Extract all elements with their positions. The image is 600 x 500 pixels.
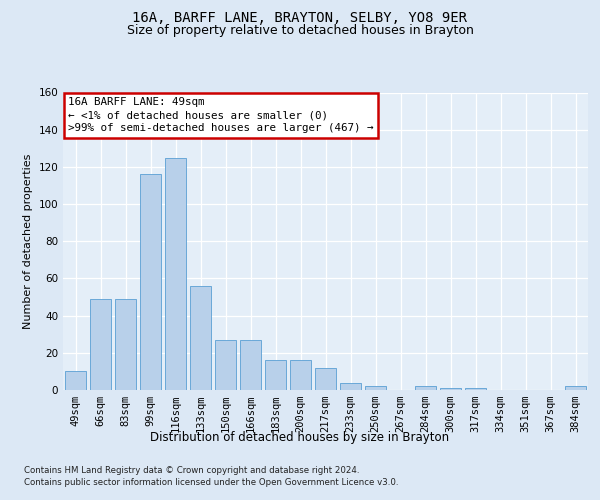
- Bar: [265, 360, 286, 390]
- Bar: [140, 174, 161, 390]
- Y-axis label: Number of detached properties: Number of detached properties: [23, 154, 33, 329]
- Bar: [190, 286, 211, 390]
- Bar: [240, 340, 261, 390]
- Bar: [365, 386, 386, 390]
- Bar: [340, 382, 361, 390]
- Text: Size of property relative to detached houses in Brayton: Size of property relative to detached ho…: [127, 24, 473, 37]
- Bar: [440, 388, 461, 390]
- Bar: [90, 299, 111, 390]
- Text: Contains public sector information licensed under the Open Government Licence v3: Contains public sector information licen…: [24, 478, 398, 487]
- Bar: [165, 158, 186, 390]
- Bar: [315, 368, 336, 390]
- Bar: [65, 372, 86, 390]
- Text: Contains HM Land Registry data © Crown copyright and database right 2024.: Contains HM Land Registry data © Crown c…: [24, 466, 359, 475]
- Text: 16A, BARFF LANE, BRAYTON, SELBY, YO8 9ER: 16A, BARFF LANE, BRAYTON, SELBY, YO8 9ER: [133, 11, 467, 25]
- Bar: [415, 386, 436, 390]
- Bar: [290, 360, 311, 390]
- Bar: [465, 388, 486, 390]
- Bar: [115, 299, 136, 390]
- Bar: [565, 386, 586, 390]
- Text: Distribution of detached houses by size in Brayton: Distribution of detached houses by size …: [151, 431, 449, 444]
- Bar: [215, 340, 236, 390]
- Text: 16A BARFF LANE: 49sqm
← <1% of detached houses are smaller (0)
>99% of semi-deta: 16A BARFF LANE: 49sqm ← <1% of detached …: [68, 97, 374, 134]
